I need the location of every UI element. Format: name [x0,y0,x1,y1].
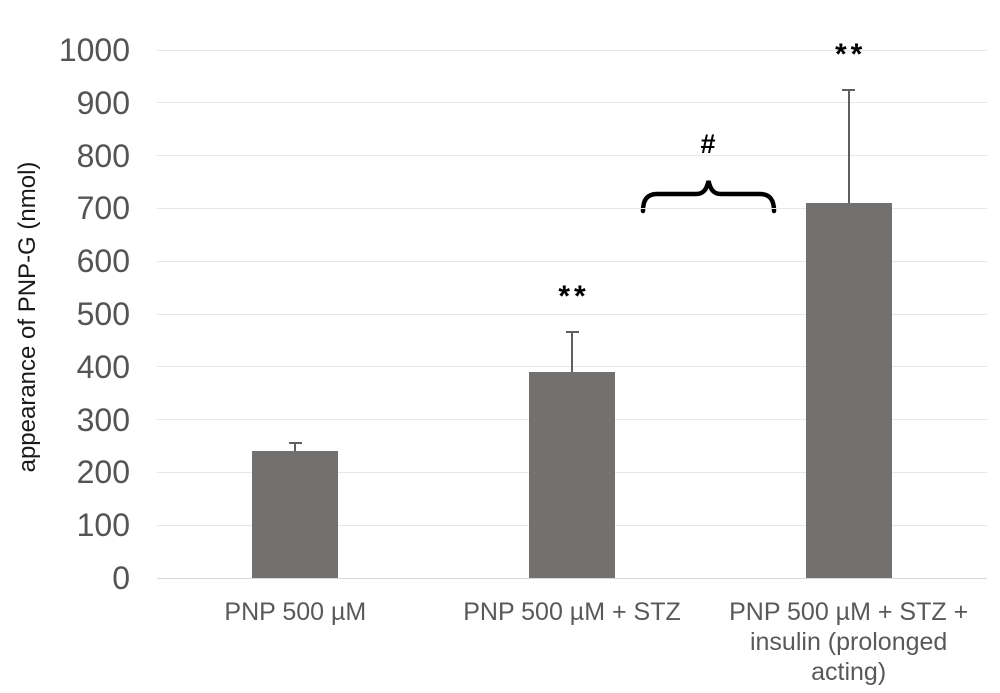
error-bar-cap [842,89,856,92]
error-bar [847,90,850,204]
gridline [157,155,987,157]
y-tick-label: 900 [76,84,130,121]
x-category-label: PNP 500 µM + STZ [463,598,681,626]
y-tick-label: 500 [76,296,130,332]
gridline [157,260,987,262]
comparison-significance-label: # [700,129,716,159]
bar [529,372,615,578]
significance-stars: ** [834,38,867,72]
bar [252,451,339,578]
gridline [157,577,987,579]
y-tick-label: 400 [76,348,130,385]
gridline [157,313,987,315]
error-bar [571,331,573,373]
y-tick-label: 600 [76,243,130,280]
comparison-brace [640,180,777,214]
y-tick-label: 200 [76,454,130,491]
y-tick-label: 300 [76,401,130,438]
x-category-label: PNP 500 µM + STZ + insulin (prolonged ac… [729,598,969,686]
y-tick-label: 700 [76,190,130,227]
y-tick-label: 0 [112,560,130,596]
bar [805,203,892,578]
error-bar-cap [565,330,579,333]
error-bar-cap [288,441,302,444]
gridline [157,207,987,209]
x-category-label: PNP 500 µM [224,598,367,626]
y-tick-label: 800 [76,137,130,174]
y-tick-label: 100 [76,507,130,544]
gridline [157,49,987,51]
gridline [157,102,987,104]
significance-stars: ** [558,279,590,313]
error-bar [294,442,297,452]
y-tick-label: 1000 [58,32,130,68]
